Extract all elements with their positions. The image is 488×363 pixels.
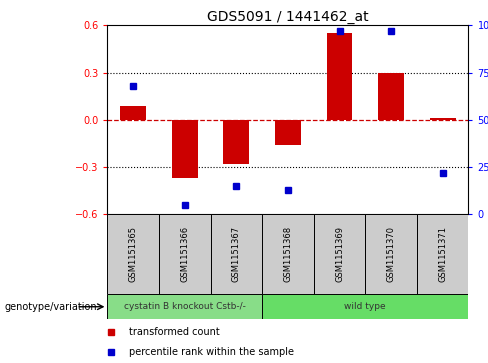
Bar: [210, 214, 262, 294]
Bar: [172, 120, 198, 178]
Bar: [417, 214, 468, 294]
Text: GSM1151368: GSM1151368: [284, 226, 292, 282]
Text: GSM1151366: GSM1151366: [180, 226, 189, 282]
Bar: [275, 120, 301, 145]
Bar: [262, 294, 468, 319]
Bar: [224, 120, 249, 164]
Text: cystatin B knockout Cstb-/-: cystatin B knockout Cstb-/-: [124, 302, 245, 311]
Bar: [314, 214, 366, 294]
Bar: [326, 33, 352, 120]
Bar: [107, 294, 262, 319]
Text: transformed count: transformed count: [129, 327, 220, 337]
Bar: [159, 214, 210, 294]
Text: percentile rank within the sample: percentile rank within the sample: [129, 347, 294, 357]
Bar: [107, 214, 159, 294]
Title: GDS5091 / 1441462_at: GDS5091 / 1441462_at: [207, 11, 369, 24]
Text: GSM1151369: GSM1151369: [335, 226, 344, 282]
Text: GSM1151367: GSM1151367: [232, 226, 241, 282]
Bar: [430, 118, 456, 120]
Bar: [262, 214, 314, 294]
Bar: [366, 214, 417, 294]
Text: GSM1151365: GSM1151365: [129, 226, 138, 282]
Text: GSM1151371: GSM1151371: [438, 226, 447, 282]
Text: genotype/variation: genotype/variation: [5, 302, 98, 312]
Text: GSM1151370: GSM1151370: [386, 226, 396, 282]
Text: wild type: wild type: [345, 302, 386, 311]
Bar: [120, 106, 146, 120]
Bar: [378, 73, 404, 120]
